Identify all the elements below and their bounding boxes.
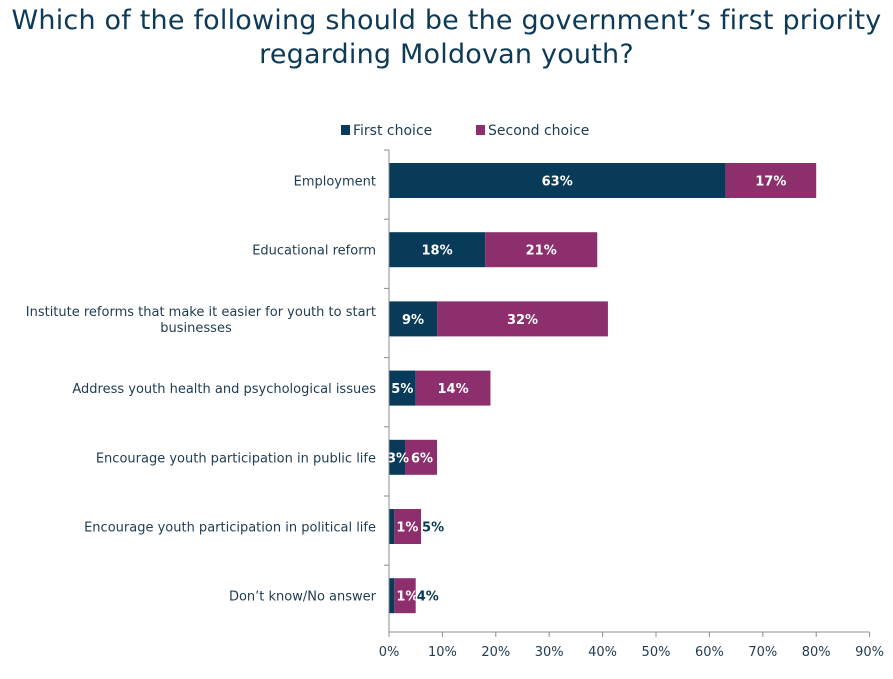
x-tick-label: 30% (535, 645, 564, 660)
bar-first-choice (389, 439, 406, 475)
x-tick-label: 20% (481, 645, 510, 660)
x-tick-label: 70% (748, 645, 777, 660)
category-label: Institute reforms that make it easier fo… (26, 305, 376, 320)
data-label-second-choice: 5% (422, 521, 444, 536)
bar-second-choice (394, 509, 422, 544)
bar-second-choice (394, 578, 416, 614)
category-label: Encourage youth participation in politic… (84, 521, 376, 536)
data-label-first-choice: 1% (396, 521, 418, 536)
bar-second-choice (437, 301, 608, 337)
data-label-second-choice: 32% (507, 313, 538, 328)
category-label: Employment (294, 175, 376, 190)
category-label: Encourage youth participation in public … (96, 451, 376, 466)
data-label-first-choice: 9% (402, 313, 424, 328)
bars: 63% 17%18% 21%9% 32%5% 14%3% 6%1% 5%1%4% (387, 163, 817, 614)
category-label: Educational reform (252, 244, 376, 259)
data-label-first-choice: 1% (396, 590, 418, 605)
x-axis: 0% 10% 20% 30% 40% 50% 60% 70% 80% 90% (379, 149, 884, 660)
x-tick-label: 0% (379, 645, 400, 660)
bar-first-choice (389, 301, 438, 337)
data-label-second-choice: 17% (755, 175, 786, 190)
bar-first-choice (389, 232, 486, 268)
legend-swatch-second-choice (476, 125, 485, 135)
chart-title: Which of the following should be the gov… (0, 4, 893, 72)
legend-label-first-choice: First choice (353, 123, 432, 139)
bar-second-choice (725, 163, 817, 198)
x-tick-label: 90% (855, 645, 884, 660)
chart-title-line-1: Which of the following should be the gov… (11, 5, 882, 36)
bar-second-choice (405, 439, 438, 475)
bar-second-choice (485, 232, 598, 268)
data-label-first-choice: 18% (421, 244, 452, 259)
bar-first-choice (389, 163, 726, 198)
data-label-second-choice: 21% (526, 244, 557, 259)
bar-first-choice (389, 370, 416, 406)
x-tick-label: 80% (802, 645, 831, 660)
category-label: businesses (160, 321, 232, 336)
data-label-first-choice: 63% (542, 175, 573, 190)
data-label-first-choice: 5% (391, 382, 413, 397)
category-label: Address youth health and psychological i… (72, 382, 376, 397)
x-tick-label: 60% (695, 645, 724, 660)
data-label-second-choice: 6% (411, 451, 433, 466)
bar-first-choice (389, 578, 395, 614)
x-tick-label: 50% (642, 645, 671, 660)
legend-label-second-choice: Second choice (488, 123, 589, 139)
bar-second-choice (415, 370, 491, 406)
x-tick-label: 10% (428, 645, 457, 660)
data-label-second-choice: 4% (417, 590, 439, 605)
data-label-second-choice: 14% (438, 382, 469, 397)
x-tick-label: 40% (588, 645, 617, 660)
category-labels: Employment Educational reform Institute re… (26, 175, 377, 605)
category-label: Don’t know/No answer (229, 590, 377, 605)
bar-first-choice (389, 509, 395, 544)
legend-swatch-first-choice (341, 125, 350, 135)
chart-title-line-2: regarding Moldovan youth? (259, 39, 634, 70)
legend: First choice Second choice (341, 123, 589, 139)
data-label-first-choice: 3% (387, 451, 409, 466)
